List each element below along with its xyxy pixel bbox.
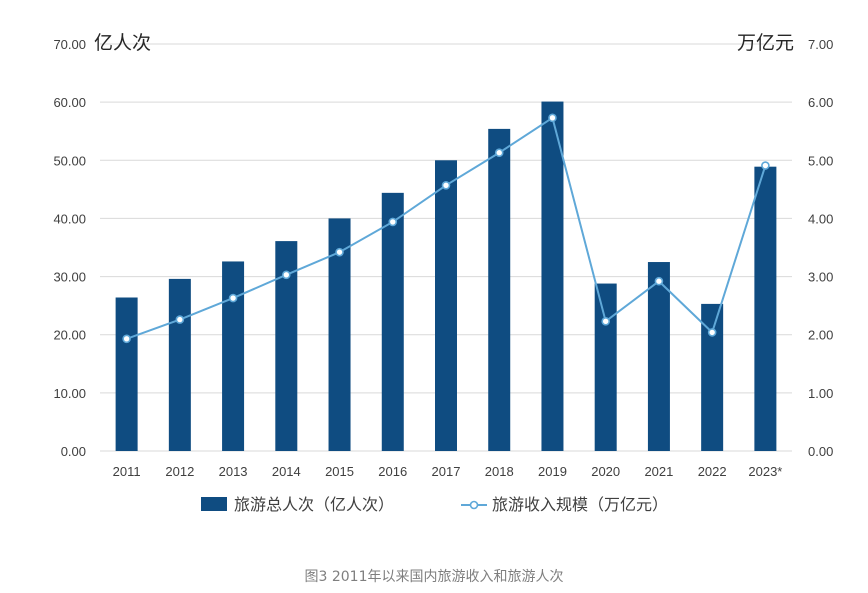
x-tick-label: 2016 [378, 464, 407, 479]
bar [168, 278, 191, 451]
left-tick-label: 40.00 [53, 211, 86, 226]
x-tick-label: 2020 [591, 464, 620, 479]
right-tick-label: 2.00 [808, 328, 833, 343]
left-tick-label: 70.00 [53, 37, 86, 52]
line-point [175, 315, 185, 324]
legend-bar-label: 旅游总人次（亿人次） [234, 495, 394, 514]
bar [701, 303, 724, 451]
right-tick-label: 6.00 [808, 95, 833, 110]
left-tick-label: 0.00 [61, 444, 86, 459]
line-point [388, 217, 398, 227]
bar [222, 261, 245, 451]
right-tick-label: 1.00 [808, 386, 833, 401]
right-tick-label: 0.00 [808, 444, 833, 459]
bar [115, 297, 138, 451]
right-axis: 0.00 1.00 2.00 3.00 4.00 5.00 6.00 7.00 [808, 37, 833, 459]
line-series [122, 113, 770, 344]
line-point [282, 270, 291, 280]
right-tick-label: 3.00 [808, 270, 833, 285]
legend: 旅游总人次（亿人次） 旅游收入规模（万亿元） [201, 495, 668, 514]
bar-series [115, 101, 777, 452]
bar [275, 241, 298, 451]
legend-line-marker [469, 500, 479, 510]
x-tick-label: 2023* [748, 464, 782, 479]
x-tick-label: 2013 [219, 464, 248, 479]
line-point [441, 180, 451, 190]
figure-caption: 图3 2011年以来国内旅游收入和旅游人次 [304, 569, 564, 585]
left-tick-label: 30.00 [53, 270, 86, 285]
x-tick-label: 2011 [113, 464, 141, 479]
bar [541, 101, 564, 451]
right-axis-unit: 万亿元 [737, 32, 794, 54]
right-tick-label: 5.00 [808, 153, 833, 168]
line-point [228, 293, 238, 303]
left-tick-label: 20.00 [53, 328, 86, 343]
line-point [654, 276, 664, 286]
x-tick-label: 2017 [432, 464, 461, 479]
left-tick-label: 10.00 [53, 386, 86, 401]
left-axis: 0.00 10.00 20.00 30.00 40.00 50.00 60.00 70.00 [53, 37, 86, 459]
x-tick-label: 2019 [538, 464, 567, 479]
bar [435, 160, 457, 452]
left-axis-unit: 亿人次 [94, 32, 151, 54]
line-point [601, 317, 610, 326]
bar [594, 283, 617, 451]
x-tick-label: 2014 [272, 464, 301, 479]
bar [488, 128, 511, 452]
left-tick-label: 50.00 [53, 153, 86, 168]
left-tick-label: 60.00 [53, 95, 86, 110]
x-axis: 2011 2012 2013 2014 2015 2016 2017 2018 2019 2020… [113, 464, 783, 479]
right-tick-label: 7.00 [808, 37, 833, 52]
bar [647, 262, 670, 451]
line-point [335, 247, 344, 257]
x-tick-label: 2018 [485, 464, 514, 479]
x-tick-label: 2012 [165, 464, 194, 479]
x-tick-label: 2022 [698, 464, 727, 479]
bar [754, 166, 777, 451]
legend-line-label: 旅游收入规模（万亿元） [492, 495, 668, 514]
x-tick-label: 2021 [644, 464, 673, 479]
line-point [494, 148, 504, 158]
legend-bar-swatch [201, 497, 227, 511]
bar [381, 192, 404, 452]
bar [328, 218, 351, 451]
line-point [761, 161, 770, 170]
x-tick-label: 2015 [325, 464, 354, 479]
right-tick-label: 4.00 [808, 211, 833, 226]
line-point [548, 113, 557, 123]
line-point [707, 328, 717, 337]
line-point [122, 334, 131, 344]
